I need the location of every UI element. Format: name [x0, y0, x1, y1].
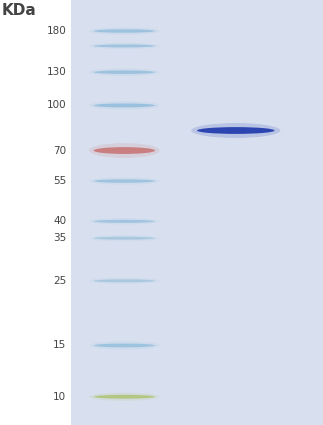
Ellipse shape — [89, 143, 160, 158]
Ellipse shape — [89, 218, 160, 225]
Text: KDa: KDa — [2, 3, 36, 18]
Ellipse shape — [89, 101, 160, 110]
Text: 180: 180 — [47, 26, 66, 36]
Text: 25: 25 — [53, 276, 66, 286]
Ellipse shape — [94, 71, 155, 74]
FancyBboxPatch shape — [71, 0, 323, 425]
Ellipse shape — [94, 179, 155, 183]
Ellipse shape — [89, 341, 160, 350]
Ellipse shape — [94, 279, 155, 282]
Text: 70: 70 — [53, 145, 66, 156]
Ellipse shape — [94, 220, 155, 223]
Text: 40: 40 — [53, 216, 66, 227]
Ellipse shape — [89, 27, 160, 35]
Ellipse shape — [89, 393, 160, 401]
Ellipse shape — [89, 278, 160, 284]
Ellipse shape — [94, 147, 155, 154]
Ellipse shape — [94, 237, 155, 240]
Ellipse shape — [89, 68, 160, 76]
Ellipse shape — [94, 395, 155, 399]
Ellipse shape — [94, 103, 155, 107]
Ellipse shape — [89, 42, 160, 49]
Ellipse shape — [94, 29, 155, 33]
Ellipse shape — [191, 123, 280, 138]
Ellipse shape — [197, 127, 275, 134]
Text: 100: 100 — [47, 100, 66, 110]
Text: 15: 15 — [53, 340, 66, 351]
Ellipse shape — [94, 45, 155, 48]
Text: 130: 130 — [47, 67, 66, 77]
Ellipse shape — [89, 177, 160, 185]
Text: 35: 35 — [53, 233, 66, 243]
Text: 55: 55 — [53, 176, 66, 186]
Ellipse shape — [89, 235, 160, 241]
Ellipse shape — [94, 343, 155, 347]
Text: 10: 10 — [53, 392, 66, 402]
